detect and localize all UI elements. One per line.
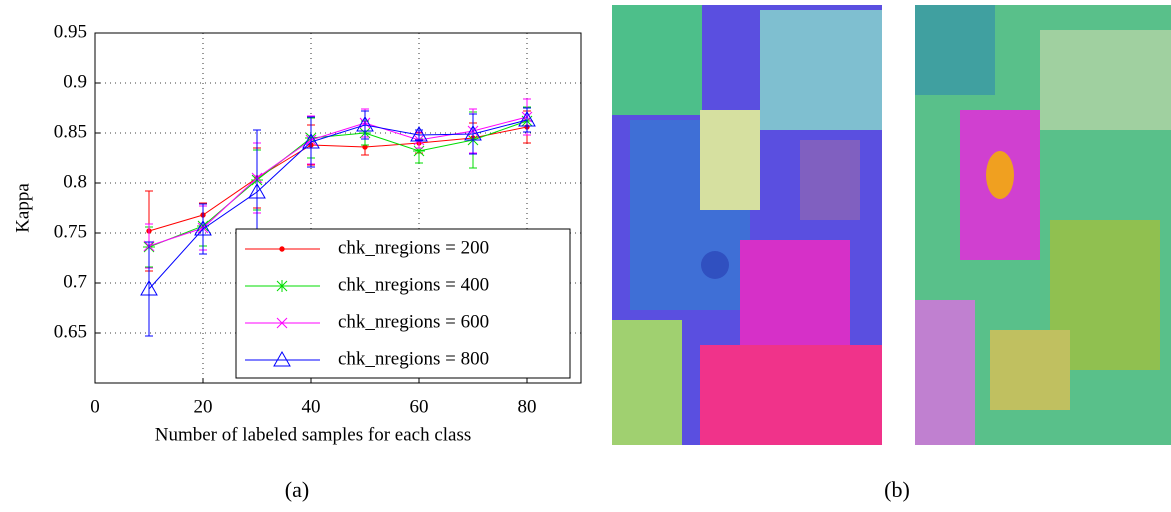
x-tick-label: 0 <box>90 396 100 417</box>
caption: (a) <box>285 477 309 502</box>
figure: (a) (b) 0.65 0.7 0.75 0.8 0.85 0.9 0.95 0 20 40 60… <box>0 0 1171 507</box>
y-tick-label: 0.8 <box>63 171 87 192</box>
caption: (b) <box>884 477 910 502</box>
y-tick-label: 0.65 <box>54 321 87 342</box>
x-tick-label: 80 <box>518 396 537 417</box>
error-bar <box>145 242 153 336</box>
y-tick-label: 0.75 <box>54 221 87 242</box>
x-tick-label: 20 <box>194 396 213 417</box>
y-tick-label: 0.85 <box>54 121 87 142</box>
image-region <box>612 320 682 445</box>
x-axis-label: Number of labeled samples for each class <box>155 424 472 445</box>
image-region <box>986 151 1014 199</box>
image-region <box>760 10 882 130</box>
segmentation-map-b <box>915 5 1171 445</box>
y-tick-label: 0.9 <box>63 71 87 92</box>
legend-label: chk_nregions = 200 <box>338 237 489 258</box>
y-axis-label: Kappa <box>12 183 33 233</box>
image-region <box>701 251 729 279</box>
image-region <box>990 330 1070 410</box>
image-region <box>700 345 882 445</box>
legend-marker <box>276 280 288 292</box>
legend-label: chk_nregions = 800 <box>338 348 489 369</box>
error-bar <box>361 111 369 139</box>
y-tick-label: 0.95 <box>54 21 87 42</box>
x-tick-label: 40 <box>302 396 321 417</box>
image-region <box>915 5 995 95</box>
x-tick-label: 60 <box>410 396 429 417</box>
image-region <box>1040 30 1171 130</box>
legend-label: chk_nregions = 400 <box>338 274 489 295</box>
y-tick-label: 0.7 <box>63 271 87 292</box>
legend-label: chk_nregions = 600 <box>338 311 489 332</box>
image-region <box>915 300 975 445</box>
image-region <box>700 110 760 210</box>
legend-marker <box>280 247 284 251</box>
image-region <box>612 5 702 115</box>
segmentation-map-a <box>612 5 882 445</box>
image-region <box>800 140 860 220</box>
